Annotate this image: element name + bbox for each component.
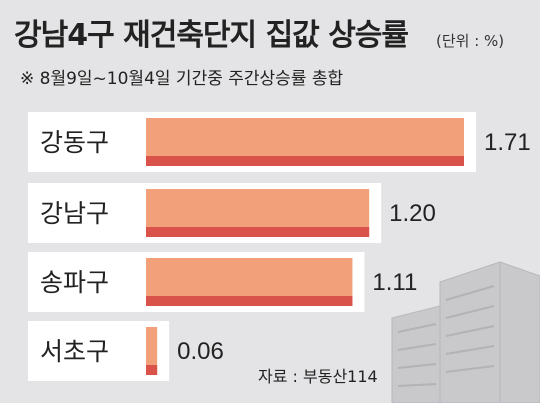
category-label: 서초구 — [40, 337, 109, 366]
category-label: 송파구 — [40, 268, 109, 297]
value-label: 1.20 — [389, 200, 436, 227]
chart-subtitle: ※ 8월9일~10월4일 기간중 주간상승률 총합 — [20, 69, 344, 89]
bar-shadow — [146, 296, 353, 306]
unit-label: (단위 : %) — [436, 32, 505, 50]
category-box — [28, 321, 170, 381]
category-label: 강동구 — [40, 128, 109, 157]
bar — [146, 327, 158, 375]
chart-title: 강남4구 재건축단지 집값 상승률 — [14, 18, 409, 53]
value-label: 0.06 — [177, 338, 224, 365]
bar-row-1: 강동구 1.71 — [28, 112, 531, 172]
building-illustration — [391, 261, 540, 403]
bar-row-4: 서초구 0.06 — [28, 321, 224, 381]
bar-shadow — [146, 227, 370, 237]
value-label: 1.11 — [372, 269, 417, 296]
bar-row-3: 송파구 1.11 — [28, 252, 417, 312]
bar-shadow — [146, 156, 464, 166]
bar-shadow — [146, 365, 158, 375]
bar-row-2: 강남구 1.20 — [28, 183, 436, 243]
category-label: 강남구 — [40, 199, 109, 228]
bar-rows: 강동구 1.71 강남구 1.20 송파구 1.11 서초구 0.06 — [28, 112, 531, 381]
value-label: 1.71 — [484, 129, 531, 156]
source-note: 자료 : 부동산114 — [258, 367, 378, 386]
